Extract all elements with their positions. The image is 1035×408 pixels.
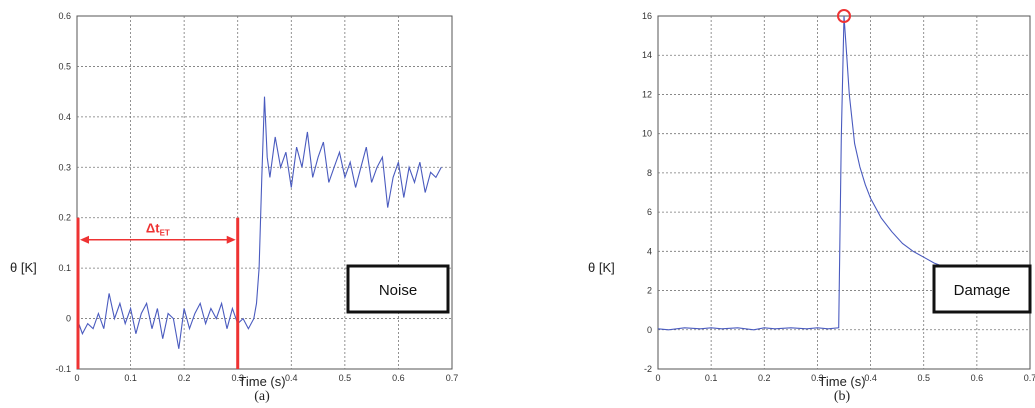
x-tick-label: 0 [74, 373, 79, 383]
series-line [76, 96, 442, 349]
x-tick-label: 0.5 [917, 373, 930, 383]
x-tick-label: 0 [655, 373, 660, 383]
subfigure-caption: (a) [254, 389, 270, 404]
x-tick-label: 0.5 [339, 373, 352, 383]
peak-marker [837, 9, 851, 23]
y-tick-label: 0.2 [58, 213, 71, 223]
y-axis-label: θ [K] [588, 260, 615, 275]
y-tick-label: 0 [66, 314, 71, 324]
x-tick-label: 0.2 [758, 373, 771, 383]
x-axis-label: Time (s) [818, 374, 865, 389]
x-tick-label: 0.7 [446, 373, 459, 383]
x-tick-label: 0.6 [971, 373, 984, 383]
x-tick-label: 0.7 [1024, 373, 1035, 383]
x-tick-label: 0.1 [124, 373, 137, 383]
box-label: Noise [379, 282, 417, 299]
x-tick-label: 0.4 [285, 373, 298, 383]
x-tick-label: 0.6 [392, 373, 405, 383]
x-tick-label: 0.1 [705, 373, 718, 383]
plot-area [76, 15, 453, 370]
y-tick-label: 8 [647, 168, 652, 178]
plot-area [657, 15, 1031, 370]
y-tick-label: 10 [642, 129, 652, 139]
interval-label: ΔtET [146, 221, 170, 238]
subfigure-caption: (b) [834, 389, 851, 404]
y-tick-label: 0.4 [58, 112, 71, 122]
y-tick-label: 16 [642, 11, 652, 21]
arrow-head-left [80, 235, 89, 244]
chart-a: 0 0.1 0.2 0.3 0.4 0.5 0.6 0.7-0.100.10.20.30.40… [10, 11, 458, 404]
chart-b: 0 0.1 0.2 0.3 0.4 0.5 0.6 0.7-20246810121416Dam… [588, 9, 1035, 404]
arrow-head-right [226, 235, 236, 244]
y-tick-label: 12 [642, 89, 652, 99]
y-axis-label: θ [K] [10, 260, 37, 275]
y-tick-label: 0.1 [58, 263, 71, 273]
x-tick-label: 0.3 [811, 373, 824, 383]
y-tick-label: 2 [647, 286, 652, 296]
y-tick-label: -0.1 [55, 364, 71, 374]
y-tick-label: 4 [647, 246, 652, 256]
x-axis-label: Time (s) [238, 374, 285, 389]
x-tick-label: 0.2 [178, 373, 191, 383]
y-tick-label: 0.5 [58, 61, 71, 71]
box-label-frame [346, 264, 450, 314]
x-tick-label: 0.3 [231, 373, 244, 383]
y-tick-label: 14 [642, 50, 652, 60]
y-tick-label: -2 [644, 364, 652, 374]
y-tick-label: 6 [647, 207, 652, 217]
y-tick-label: 0.3 [58, 162, 71, 172]
x-tick-label: 0.4 [864, 373, 877, 383]
box-label: Damage [954, 282, 1011, 299]
y-tick-label: 0.6 [58, 11, 71, 21]
y-tick-label: 0 [647, 325, 652, 335]
box-label-frame [932, 264, 1032, 314]
